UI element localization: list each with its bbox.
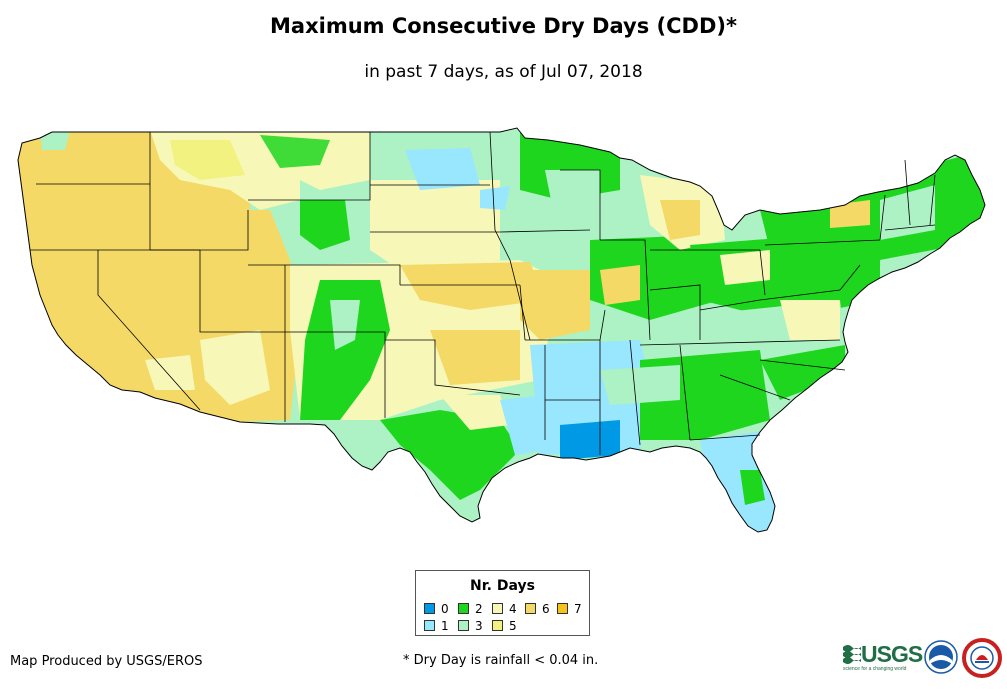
dry-day-footnote: * Dry Day is rainfall < 0.04 in. <box>403 653 599 668</box>
legend-swatch-0 <box>424 603 435 614</box>
legend-label: 6 <box>542 602 550 616</box>
map-title: Maximum Consecutive Dry Days (CDD)* <box>270 14 737 38</box>
usgs-wave-icon <box>843 645 861 664</box>
legend-label: 1 <box>441 619 449 633</box>
legend: Nr. Days 0 1 2 3 4 5 6 7 <box>415 570 590 636</box>
legend-label: 4 <box>509 602 517 616</box>
usgs-logo: USGS science for a changing world <box>843 641 923 672</box>
map-subtitle: in past 7 days, as of Jul 07, 2018 <box>364 62 643 82</box>
legend-label: 3 <box>475 619 483 633</box>
legend-title: Nr. Days <box>470 578 535 594</box>
usgs-wordmark: USGS <box>861 641 923 667</box>
legend-label: 7 <box>574 602 582 616</box>
legend-swatch-3 <box>458 620 469 631</box>
usgs-tagline: science for a changing world <box>843 666 907 672</box>
legend-swatch-7 <box>557 603 568 614</box>
legend-swatch-4 <box>492 603 503 614</box>
legend-swatch-1 <box>424 620 435 631</box>
state-borders <box>30 131 936 455</box>
noaa-logo <box>924 640 958 674</box>
nws-logo <box>962 638 1002 678</box>
legend-label: 2 <box>475 602 483 616</box>
legend-label: 5 <box>509 619 517 633</box>
map-credit: Map Produced by USGS/EROS <box>10 654 203 669</box>
legend-swatch-5 <box>492 620 503 631</box>
legend-swatch-2 <box>458 603 469 614</box>
legend-label: 0 <box>441 602 449 616</box>
legend-swatch-6 <box>525 603 536 614</box>
